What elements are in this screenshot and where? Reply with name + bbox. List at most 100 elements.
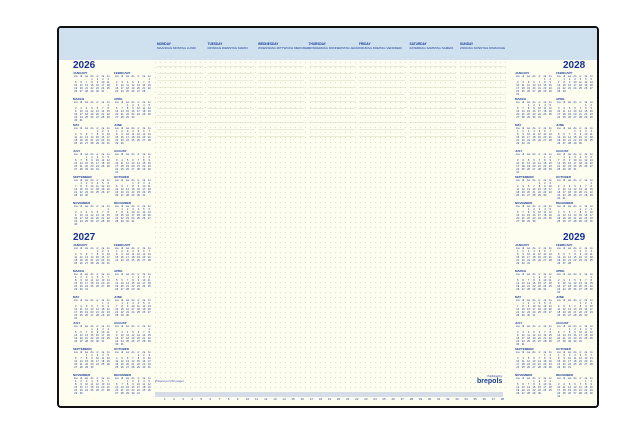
day-number: 11 <box>573 357 577 360</box>
weekday-label: wo <box>125 325 130 328</box>
weekday-label: za <box>543 179 547 182</box>
day-number: 21 <box>147 136 151 139</box>
day-number: 5 <box>148 380 150 383</box>
day-number: 16 <box>90 162 94 165</box>
day-number: 19 <box>101 188 105 191</box>
month-name: JUNE <box>114 295 123 299</box>
weekday-label: za <box>543 377 547 380</box>
month-name: SEPTEMBER <box>515 347 534 351</box>
day-number: 17 <box>147 360 151 363</box>
day-number: 15 <box>584 110 588 113</box>
day-number: 4 <box>132 250 134 253</box>
day-number: 19 <box>79 259 83 262</box>
day-number: 31 <box>537 116 541 119</box>
mini-month: AUGUST ma di wo do vr za zo 1 2 3 4 5 6 7 8 9 10 11 12 13 14 1… <box>556 150 594 172</box>
day-number: 13 <box>142 253 146 256</box>
day-number: 23 <box>74 220 78 223</box>
day-number: 18 <box>131 256 135 259</box>
day-number: 11 <box>548 279 552 282</box>
day-number: 22 <box>584 113 588 116</box>
day-number: 7 <box>115 305 118 308</box>
day-number: 13 <box>568 214 571 217</box>
day-number: 13 <box>106 185 110 188</box>
day-number: 5 <box>522 185 524 188</box>
ruler-mark: 29 <box>418 397 423 401</box>
day-number: 25 <box>578 165 582 168</box>
day-number: 12 <box>120 360 124 363</box>
day-number: 11 <box>101 159 105 162</box>
weekday-label: di <box>121 153 124 156</box>
day-number: 13 <box>589 159 593 162</box>
weekday-label: za <box>101 153 105 156</box>
day-number: 3 <box>85 276 88 279</box>
weekday-label: ma <box>515 325 520 328</box>
day-number: 24 <box>516 90 520 93</box>
day-number: 12 <box>95 279 99 282</box>
day-number: 25 <box>548 285 552 288</box>
day-number: 7 <box>148 130 150 133</box>
day-number: 18 <box>95 188 99 191</box>
weekday-label: za <box>584 127 588 130</box>
day-number: 22 <box>543 165 547 168</box>
day-number: 6 <box>143 130 145 133</box>
day-number: 5 <box>121 357 123 360</box>
weekday-label: do <box>131 179 135 182</box>
day-number: 13 <box>532 360 536 363</box>
day-number: 29 <box>557 366 561 369</box>
month-name: APRIL <box>114 269 123 273</box>
day-number: 10 <box>136 383 140 386</box>
day-number: 17 <box>126 256 129 259</box>
weekday-label: za <box>101 179 105 182</box>
day-number: 15 <box>90 84 94 87</box>
day-number: 20 <box>147 214 151 217</box>
day-number: 19 <box>74 87 78 90</box>
day-number: 17 <box>557 389 561 392</box>
weekday-label: zo <box>548 205 552 208</box>
day-number: 16 <box>548 84 552 87</box>
day-number: 3 <box>568 354 571 357</box>
day-number: 13 <box>578 188 582 191</box>
day-number: 23 <box>101 259 105 262</box>
ruler-mark: 1 <box>164 397 166 401</box>
day-number: 17 <box>136 386 140 389</box>
day-number: 10 <box>85 383 88 386</box>
weekday-label: ma <box>515 101 520 104</box>
day-number: 31 <box>562 197 566 200</box>
day-number: 19 <box>136 136 140 139</box>
weekday-label: zo <box>548 75 552 78</box>
weekday-label: zo <box>147 273 151 276</box>
day-number: 10 <box>537 211 541 214</box>
ruler-mark: 7 <box>218 397 221 401</box>
day-number: 6 <box>516 211 519 214</box>
weekday-label: do <box>131 351 135 354</box>
day-number: 15 <box>131 188 135 191</box>
weekday-label: di <box>80 101 83 104</box>
day-number: 25 <box>573 363 577 366</box>
day-number: 5 <box>585 78 587 81</box>
day-number: 10 <box>543 383 547 386</box>
day-number: 22 <box>136 363 140 366</box>
day-number: 19 <box>573 285 577 288</box>
day-number: 29 <box>85 168 88 171</box>
weekday-name: THURSDAY <box>308 42 326 46</box>
mini-month: JUNE ma di wo do vr za zo 1 2 3 4 5 6 7 8 9 10 11 12 13 14 15 1… <box>114 124 152 146</box>
day-number: 17 <box>537 214 541 217</box>
day-number: 29 <box>532 392 536 395</box>
day-number: 26 <box>120 366 124 369</box>
weekday-label: zo <box>106 247 110 250</box>
day-number: 16 <box>126 308 129 311</box>
day-number: 17 <box>589 308 593 311</box>
weekday-label: za <box>584 325 588 328</box>
day-number: 25 <box>106 87 110 90</box>
day-number: 20 <box>74 363 78 366</box>
weekday-label: vr <box>579 127 582 130</box>
day-number: 11 <box>543 211 547 214</box>
day-number: 19 <box>562 311 566 314</box>
day-number: 11 <box>137 211 140 214</box>
day-number: 17 <box>548 188 552 191</box>
day-number: 27 <box>521 392 525 395</box>
day-number: 28 <box>537 168 541 171</box>
day-number: 25 <box>85 220 88 223</box>
day-number: 11 <box>521 360 525 363</box>
weekday-label: do <box>90 273 94 276</box>
